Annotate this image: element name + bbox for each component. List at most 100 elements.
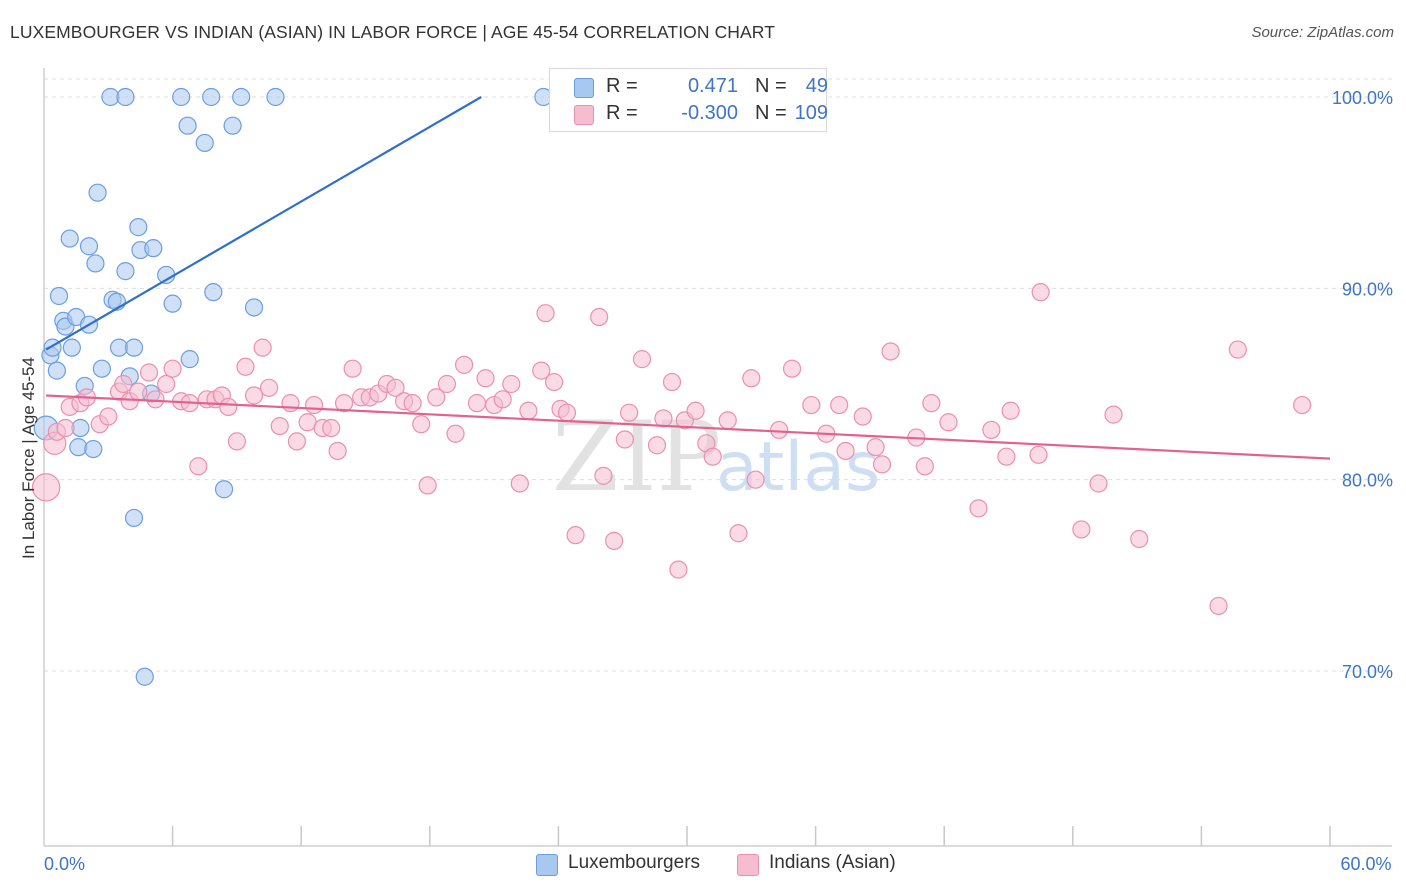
indian-asian-point [502,374,521,394]
indian-asian-point [56,418,75,438]
indian-asian-point [830,395,849,415]
tick-labels: 100.0% 90.0% 80.0% 70.0% 0.0% 60.0% [44,88,1393,874]
indian-asian-point [519,401,538,420]
chart-title: LUXEMBOURGER VS INDIAN (ASIAN) IN LABOR … [10,22,776,42]
x-tick-label: 60.0% [1340,854,1391,874]
indian-asian-point [454,355,474,374]
indian-asian-point [647,436,667,455]
luxembourger-point [244,298,264,317]
indian-asian-point [334,394,354,413]
indian-asian-point [270,416,289,436]
indian-asian-point [1072,520,1091,539]
indian-asian-point [782,359,802,378]
indian-asian-point [836,441,855,461]
y-tick-label: 90.0% [1342,279,1393,299]
indian-asian-point [718,411,737,430]
indian-asian-point [403,394,422,413]
luxembourger-point [88,183,107,202]
indian-asian-point [746,470,765,489]
indian-asian-point [703,447,722,466]
indian-asian-point [969,499,988,518]
luxembourger-point [163,294,182,313]
indian-asian-point [881,342,900,361]
indian-asian-point [1293,395,1312,415]
legend-n-value: 109 [794,102,828,124]
legend-n-label: N = [755,102,787,124]
indian-asian-point [287,432,307,451]
indian-asian-point [259,378,279,397]
indian-asian-point [742,369,761,388]
indian-asian-point [605,531,624,550]
indian-asian-point [304,395,324,415]
indian-asian-point [1029,445,1048,464]
luxembourger-point [135,667,154,686]
indian-asian-point [129,382,148,401]
legend-r-value: 0.471 [687,75,738,97]
luxembourger-point [202,87,221,107]
indian-asian-point [189,457,208,476]
indian-asian-point [620,403,639,422]
indian-asian-point [236,357,255,376]
indian-asian-point [322,418,341,438]
x-tick-label: 0.0% [44,854,85,874]
indian-asian-point [686,401,705,420]
legend-swatch-pink [574,105,594,125]
luxembourger-point [195,133,214,153]
indian-asian-point [219,397,238,417]
indian-asian-point [872,455,892,474]
indian-asian-point [163,359,182,378]
indian-asian-point [922,394,941,413]
legend-r-label: R = [606,102,638,124]
indian-asian-point [566,526,585,545]
luxembourger-point [116,262,135,281]
luxembourger-point [180,350,199,369]
indian-asian-point [557,403,577,422]
indian-asian-point [1089,474,1108,493]
indian-asian-point [99,407,118,426]
indian-asian-point [412,415,431,434]
luxembourger-point [232,87,251,107]
bottom-legend-label: Luxembourgers [568,852,701,873]
luxembourger-point [124,338,144,357]
luxembourger-point [129,218,148,237]
legend-n-label: N = [755,75,787,97]
legend-r-label: R = [606,75,638,97]
indian-asian-point [536,304,555,323]
y-tick-label: 80.0% [1342,471,1393,491]
indian-asian-point [510,474,529,493]
indian-asian-point [939,413,958,432]
indian-asian-point [545,372,564,392]
indian-asian-point [31,473,61,502]
indian-asian-point [343,359,362,378]
bottom-legend-swatch-pink [737,854,759,876]
indian-asian-point [139,363,159,382]
legend-r-value: -0.300 [681,102,738,124]
luxembourger-point [144,239,163,258]
indian-asian-point [227,432,246,451]
indian-asian-point [244,386,264,405]
luxembourger-point [178,116,197,135]
data-points [31,87,1312,686]
axes [43,68,1392,847]
indian-asian-point [114,374,133,394]
indian-asian-point [146,390,165,409]
indian-asian-point [386,378,405,397]
indian-asian-point [328,441,347,461]
trend-lines [45,96,1331,460]
indian-asian-point [1228,340,1247,359]
indian-asian-point [669,560,688,579]
luxembourger-point [124,508,144,528]
indian-asian-point [729,524,748,543]
indian-asian-point [253,338,272,357]
luxembourger-point [79,237,99,256]
bottom-legend-label: Indians (Asian) [769,852,896,873]
luxembourger-point [62,338,81,357]
luxembourger-point [116,87,135,107]
luxembourger-point [92,359,111,378]
indian-asian-point [1209,596,1228,616]
indian-asian-point [770,420,789,440]
luxembourger-point [204,283,223,302]
indian-asian-point [1104,405,1123,424]
source-credit: Source: ZipAtlas.com [1251,24,1394,41]
indian-asian-point [866,438,885,457]
